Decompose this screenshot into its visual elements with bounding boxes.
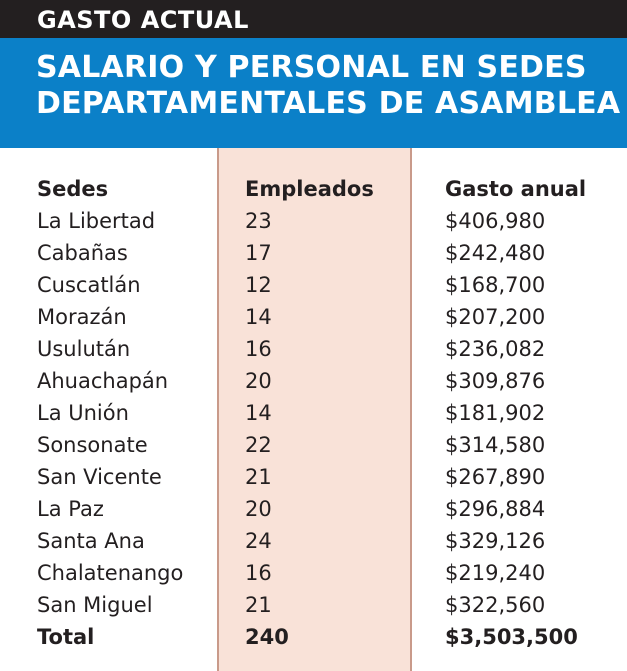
table-total-row: Total 240 $3,503,500	[0, 621, 627, 653]
sede-name: Ahuachapán	[37, 369, 169, 393]
kicker-label: GASTO ACTUAL	[37, 6, 249, 34]
table-row: La Libertad 23 $406,980	[0, 205, 627, 237]
sede-name: La Libertad	[37, 209, 156, 233]
annual-cost: $242,480	[445, 241, 546, 265]
table-row: Cabañas 17 $242,480	[0, 237, 627, 269]
table-row: Ahuachapán 20 $309,876	[0, 365, 627, 397]
table-header-row: Sedes Empleados Gasto anual	[0, 173, 627, 205]
employee-count: 17	[245, 241, 272, 265]
sede-name: San Miguel	[37, 593, 153, 617]
annual-cost: $168,700	[445, 273, 546, 297]
employee-count: 21	[245, 465, 272, 489]
annual-cost: $236,082	[445, 337, 546, 361]
table-row: San Vicente 21 $267,890	[0, 461, 627, 493]
header-sedes: Sedes	[37, 177, 109, 201]
employee-count: 20	[245, 369, 272, 393]
employee-count: 16	[245, 337, 272, 361]
employee-count: 14	[245, 305, 272, 329]
annual-cost: $181,902	[445, 401, 546, 425]
page-title: SALARIO Y PERSONAL EN SEDES DEPARTAMENTA…	[36, 50, 621, 122]
employee-count: 16	[245, 561, 272, 585]
table-row: La Paz 20 $296,884	[0, 493, 627, 525]
sede-name: Santa Ana	[37, 529, 145, 553]
total-label: Total	[37, 625, 95, 649]
sede-name: Cuscatlán	[37, 273, 141, 297]
annual-cost: $314,580	[445, 433, 546, 457]
table-row: Santa Ana 24 $329,126	[0, 525, 627, 557]
table-row: Chalatenango 16 $219,240	[0, 557, 627, 589]
annual-cost: $309,876	[445, 369, 546, 393]
employee-count: 20	[245, 497, 272, 521]
employee-count: 21	[245, 593, 272, 617]
annual-cost: $207,200	[445, 305, 546, 329]
header-empleados: Empleados	[245, 177, 374, 201]
annual-cost: $219,240	[445, 561, 546, 585]
total-employees: 240	[245, 625, 289, 649]
table-row: Sonsonate 22 $314,580	[0, 429, 627, 461]
table-row: La Unión 14 $181,902	[0, 397, 627, 429]
annual-cost: $267,890	[445, 465, 546, 489]
sede-name: Morazán	[37, 305, 127, 329]
table-row: Morazán 14 $207,200	[0, 301, 627, 333]
sede-name: La Paz	[37, 497, 104, 521]
employee-count: 22	[245, 433, 272, 457]
employee-count: 12	[245, 273, 272, 297]
employee-count: 23	[245, 209, 272, 233]
sede-name: Chalatenango	[37, 561, 184, 585]
title-line-1: SALARIO Y PERSONAL EN SEDES	[36, 50, 587, 85]
table-row: Usulután 16 $236,082	[0, 333, 627, 365]
employee-count: 14	[245, 401, 272, 425]
title-band: SALARIO Y PERSONAL EN SEDES DEPARTAMENTA…	[0, 38, 627, 148]
annual-cost: $406,980	[445, 209, 546, 233]
total-annual-cost: $3,503,500	[445, 625, 578, 649]
sede-name: San Vicente	[37, 465, 162, 489]
table-row: Cuscatlán 12 $168,700	[0, 269, 627, 301]
data-table: Sedes Empleados Gasto anual La Libertad …	[0, 173, 627, 653]
sede-name: Cabañas	[37, 241, 128, 265]
kicker-band: GASTO ACTUAL	[0, 0, 627, 38]
sede-name: Usulután	[37, 337, 131, 361]
annual-cost: $329,126	[445, 529, 546, 553]
header-gasto-anual: Gasto anual	[445, 177, 587, 201]
annual-cost: $296,884	[445, 497, 546, 521]
employees-column-highlight	[217, 148, 412, 671]
sede-name: Sonsonate	[37, 433, 148, 457]
title-line-2: DEPARTAMENTALES DE ASAMBLEA	[36, 86, 621, 121]
annual-cost: $322,560	[445, 593, 546, 617]
employee-count: 24	[245, 529, 272, 553]
table-row: San Miguel 21 $322,560	[0, 589, 627, 621]
sede-name: La Unión	[37, 401, 129, 425]
